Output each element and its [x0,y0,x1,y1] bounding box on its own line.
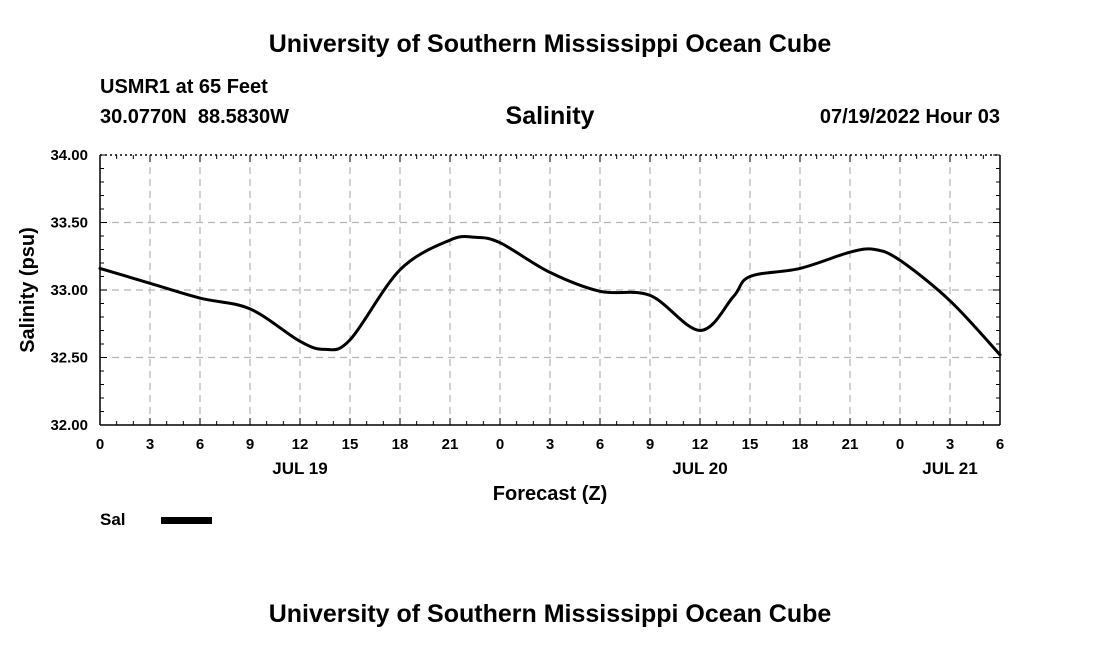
legend-label: Sal [100,510,126,529]
x-tick-label: 6 [196,436,204,453]
y-tick-label: 32.00 [50,417,88,434]
x-tick-label: 15 [742,436,759,453]
datetime-label: 07/19/2022 Hour 03 [819,106,1000,128]
x-tick-label: 15 [342,436,359,453]
x-axis-title: Forecast (Z) [493,483,607,505]
x-tick-label: 9 [646,436,654,453]
x-tick-label: 6 [996,436,1004,453]
series-line-sal [98,235,1002,357]
x-date-label: JUL 21 [922,459,977,478]
x-tick-label: 18 [392,436,409,453]
x-tick-label: 9 [246,436,254,453]
x-tick-label: 18 [792,436,809,453]
x-tick-label: 0 [96,436,104,453]
y-tick-label: 34.00 [50,147,88,164]
x-tick-label: 0 [896,436,904,453]
y-tick-label: 32.50 [50,350,88,367]
page-title: University of Southern Mississippi Ocean… [268,30,832,58]
variable-title: Salinity [505,102,595,130]
x-tick-label: 3 [146,436,154,453]
y-axis-title: Salinity (psu) [17,227,39,353]
x-tick-label: 12 [692,436,709,453]
legend-line-swatch [161,517,212,524]
coordinates-label: 30.0770N 88.5830W [100,106,290,128]
x-tick-label: 12 [292,436,309,453]
y-tick-label: 33.50 [50,215,88,232]
footer-title: University of Southern Mississippi Ocean… [268,600,832,628]
x-tick-label: 21 [842,436,859,453]
x-tick-label: 0 [496,436,504,453]
x-tick-label: 3 [546,436,554,453]
x-tick-label: 3 [946,436,954,453]
x-tick-label: 21 [442,436,459,453]
x-date-label: JUL 20 [672,459,727,478]
x-date-label: JUL 19 [272,459,327,478]
x-tick-label: 6 [596,436,604,453]
station-label: USMR1 at 65 Feet [100,76,268,98]
y-tick-label: 33.00 [50,282,88,299]
